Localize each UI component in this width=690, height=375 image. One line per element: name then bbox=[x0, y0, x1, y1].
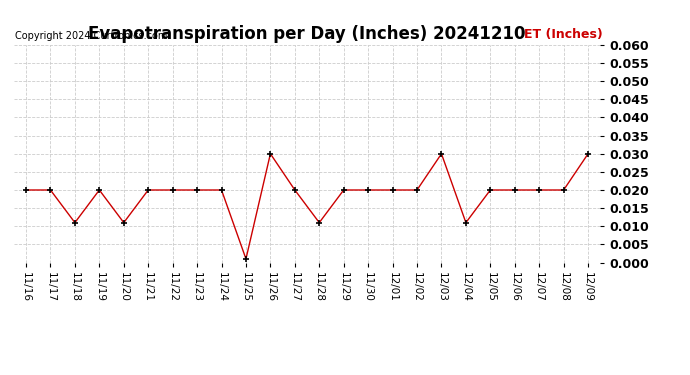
Text: Copyright 2024 Curtronics.com: Copyright 2024 Curtronics.com bbox=[15, 31, 168, 40]
Title: Evapotranspiration per Day (Inches) 20241210: Evapotranspiration per Day (Inches) 2024… bbox=[88, 26, 526, 44]
Text: ET (Inches): ET (Inches) bbox=[524, 28, 603, 40]
